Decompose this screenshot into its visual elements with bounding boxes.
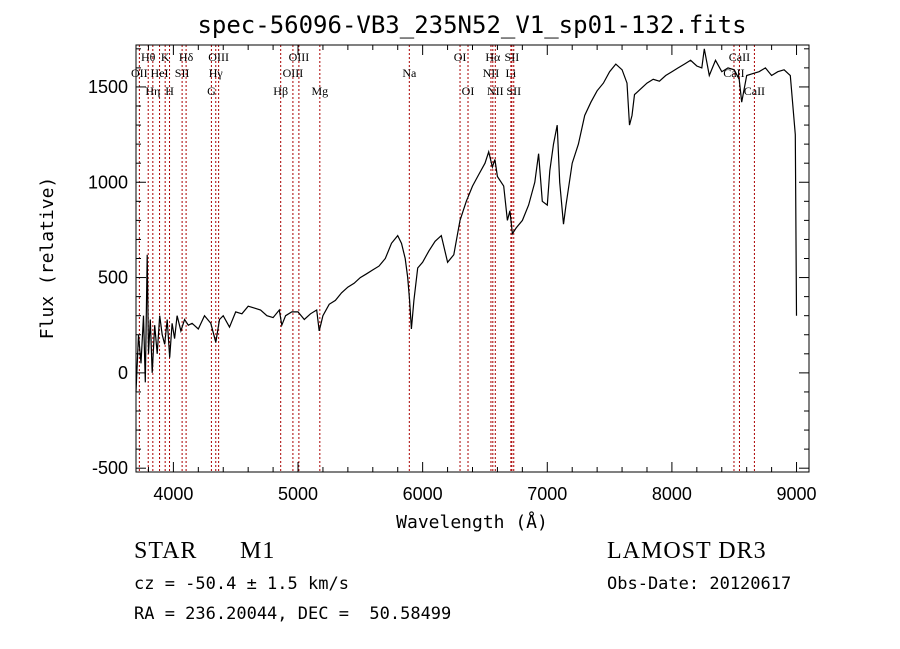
plot-frame [135,44,810,473]
spectral-line-label: Hα [485,50,501,64]
spectral-line-label: Hθ [141,50,156,64]
x-tick-label: 4000 [153,484,193,504]
spectral-line-label: OI [454,50,467,64]
spectral-line-label: Hδ [179,50,194,64]
object-class: STAR [134,538,198,564]
x-tick-label: 9000 [777,484,817,504]
plot-axes: 4000 5000 6000 7000 8000 9000 -500 0 500 1000 1500 [88,44,817,504]
y-tick-label: -500 [92,458,128,478]
spectral-line-label: HeI [151,66,169,80]
y-axis-label: Flux (relative) [37,177,58,340]
y-tick-label: 500 [98,268,128,288]
spectral-line-label: Li [506,66,517,80]
spectral-line-label: NII [483,66,500,80]
x-tick-label: 7000 [527,484,567,504]
spectral-line-label: G [207,84,216,98]
observation-date: Obs-Date: 20120617 [607,574,792,594]
y-tick-label: 1500 [88,77,128,97]
spectral-line-label: OII [131,66,148,80]
x-tick-label: 8000 [652,484,692,504]
chart-title: spec-56096-VB3_235N52_V1_sp01-132.fits [197,11,746,39]
spectral-line-label: Hβ [273,84,288,98]
survey-name: LAMOST DR3 [607,538,767,564]
spectral-line-label: Na [402,66,417,80]
x-tick-label: 6000 [403,484,443,504]
spectral-line-label: SII [175,66,190,80]
spectral-line-label: CaII [723,66,744,80]
radial-velocity: cz = -50.4 ± 1.5 km/s [134,574,349,594]
x-axis-label: Wavelength (Å) [396,511,548,533]
spectral-line-label: NII [487,84,504,98]
y-tick-label: 0 [118,363,128,383]
spectral-line-labels: HθOIIHηHeIKHSIIHδGHγOIIIHβOIIIOIIIMgNaOI… [131,50,765,98]
object-subclass: M1 [240,538,276,564]
spectral-line-label: OIII [208,50,229,64]
spectral-line-label: Hη [145,84,160,98]
spectral-line-label: CaII [744,84,765,98]
spectral-line-label: OI [462,84,475,98]
sky-coordinates: RA = 236.20044, DEC = 50.58499 [134,604,452,624]
spectral-line-label: Hγ [209,66,224,80]
spectral-line-label: SII [506,84,521,98]
y-tick-label: 1000 [88,172,128,192]
spectral-line-label: CaII [729,50,750,64]
spectral-line-label: SII [505,50,520,64]
spectral-line-label: OIII [289,50,310,64]
x-tick-label: 5000 [278,484,318,504]
spectral-line-label: H [165,84,174,98]
spectral-line-label: K [161,50,170,64]
flux-series-line [135,48,798,392]
spectral-line-label: OIII [283,66,304,80]
spectral-line-markers [138,45,755,472]
spectral-line-label: Mg [311,84,328,98]
